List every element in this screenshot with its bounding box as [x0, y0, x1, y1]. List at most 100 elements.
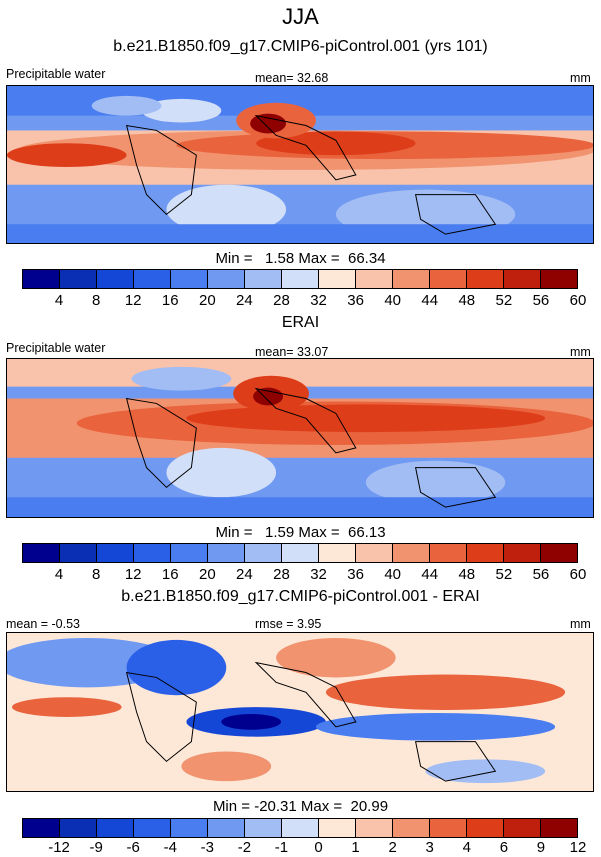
colorbar-tick-label: 52 — [495, 566, 513, 583]
season-title: JJA — [282, 4, 319, 29]
panel3-title: b.e21.B1850.f09_g17.CMIP6-piControl.001 … — [121, 588, 480, 605]
colorbar-tick-label: 6 — [499, 839, 509, 856]
colorbar-swatch — [245, 270, 282, 288]
colorbar-swatch — [541, 270, 577, 288]
colorbar-tick-label: 4 — [462, 839, 471, 856]
panel1-units-label: mm — [570, 71, 591, 85]
colorbar-tick-label: 36 — [347, 292, 364, 309]
panel2-title: ERAI — [281, 314, 320, 331]
panel1-mean-label: mean= 32.68 — [255, 71, 329, 85]
colorbar-swatch — [282, 544, 319, 562]
colorbar-tick-label: 28 — [273, 292, 290, 309]
colorbar-tick-label: 48 — [458, 566, 476, 583]
colorbar-tick-label: -2 — [237, 839, 252, 856]
panel2-colorbar — [22, 543, 578, 563]
panel2-units-label: mm — [570, 345, 591, 359]
colorbar-tick-label: 0 — [314, 839, 323, 856]
colorbar-swatch — [393, 544, 430, 562]
colorbar-tick-label: -4 — [163, 839, 177, 856]
colorbar-swatch — [282, 819, 319, 837]
colorbar-tick-label: 36 — [347, 566, 364, 583]
colorbar-swatch — [171, 544, 208, 562]
panel3-rmse-label: rmse = 3.95 — [255, 617, 322, 631]
colorbar-swatch — [541, 819, 577, 837]
colorbar-swatch — [134, 819, 171, 837]
colorbar-swatch — [467, 544, 504, 562]
colorbar-tick-label: 9 — [536, 839, 546, 856]
colorbar-tick-label: 12 — [124, 292, 142, 309]
colorbar-swatch — [393, 270, 430, 288]
panel2-minmax: Min = 1.59 Max = 66.13 — [215, 524, 386, 541]
colorbar-tick-label: 32 — [310, 566, 327, 583]
panel2-colorbar-ticks: 4 8 12 16 20 24 28 32 36 40 44 48 52 56 60 — [22, 566, 586, 584]
panel1-variable-label: Precipitable water — [6, 67, 106, 81]
panel2-map — [6, 358, 594, 518]
panel1-minmax: Min = 1.58 Max = 66.34 — [215, 250, 386, 267]
colorbar-tick-label: 8 — [91, 292, 101, 309]
colorbar-swatch — [134, 270, 171, 288]
colorbar-tick-label: 8 — [91, 566, 101, 583]
colorbar-tick-label: 56 — [532, 292, 550, 309]
colorbar-tick-label: 24 — [236, 566, 253, 583]
colorbar-tick-label: -1 — [274, 839, 289, 856]
panel2-field-svg — [7, 359, 593, 517]
colorbar-tick-label: 44 — [421, 566, 439, 583]
colorbar-swatch — [97, 544, 134, 562]
colorbar-tick-label: 2 — [388, 839, 397, 856]
panel1-field-svg — [7, 86, 593, 243]
colorbar-swatch — [208, 270, 245, 288]
colorbar-tick-label: -12 — [48, 839, 70, 856]
colorbar-tick-label: 20 — [198, 566, 216, 583]
panel1-colorbar-ticks: 4 8 12 16 20 24 28 32 36 40 44 48 52 56 60 — [22, 292, 586, 310]
panel3-field-svg — [7, 633, 593, 791]
panel1-colorbar — [22, 269, 578, 289]
colorbar-swatch — [171, 819, 208, 837]
colorbar-swatch — [171, 270, 208, 288]
panel3-colorbar — [22, 818, 578, 838]
colorbar-tick-label: 52 — [495, 292, 513, 309]
colorbar-tick-label: 4 — [54, 292, 64, 309]
colorbar-swatch — [208, 819, 245, 837]
colorbar-tick-label: -9 — [89, 839, 103, 856]
panel3-units-label: mm — [570, 617, 591, 631]
colorbar-swatch — [23, 819, 60, 837]
colorbar-swatch — [97, 819, 134, 837]
colorbar-tick-label: 24 — [236, 292, 253, 309]
colorbar-swatch — [208, 544, 245, 562]
colorbar-swatch — [134, 544, 171, 562]
colorbar-swatch — [430, 270, 467, 288]
colorbar-tick-label: 60 — [569, 566, 587, 583]
panel3-minmax: Min = -20.31 Max = 20.99 — [212, 798, 389, 815]
colorbar-swatch — [430, 819, 467, 837]
colorbar-tick-label: 16 — [161, 566, 179, 583]
colorbar-swatch — [356, 819, 393, 837]
colorbar-tick-label: 4 — [54, 566, 64, 583]
colorbar-swatch — [60, 270, 97, 288]
colorbar-swatch — [60, 544, 97, 562]
panel1-map — [6, 85, 594, 244]
colorbar-swatch — [356, 544, 393, 562]
colorbar-tick-label: 3 — [425, 839, 434, 856]
colorbar-tick-label: 20 — [198, 292, 216, 309]
colorbar-swatch — [319, 544, 356, 562]
colorbar-swatch — [245, 544, 282, 562]
colorbar-swatch — [467, 819, 504, 837]
colorbar-swatch — [23, 270, 60, 288]
colorbar-tick-label: 12 — [124, 566, 142, 583]
colorbar-swatch — [393, 819, 430, 837]
colorbar-swatch — [430, 544, 467, 562]
colorbar-tick-label: 40 — [384, 292, 401, 309]
colorbar-swatch — [504, 544, 541, 562]
colorbar-tick-label: 1 — [351, 839, 360, 856]
colorbar-tick-label: 48 — [458, 292, 476, 309]
colorbar-tick-label: 60 — [569, 292, 587, 309]
colorbar-swatch — [319, 819, 356, 837]
colorbar-tick-label: 44 — [421, 292, 439, 309]
colorbar-swatch — [97, 270, 134, 288]
colorbar-swatch — [504, 819, 541, 837]
colorbar-swatch — [245, 819, 282, 837]
panel2-variable-label: Precipitable water — [6, 341, 106, 355]
colorbar-tick-label: 40 — [384, 566, 401, 583]
colorbar-swatch — [467, 270, 504, 288]
colorbar-swatch — [541, 544, 577, 562]
